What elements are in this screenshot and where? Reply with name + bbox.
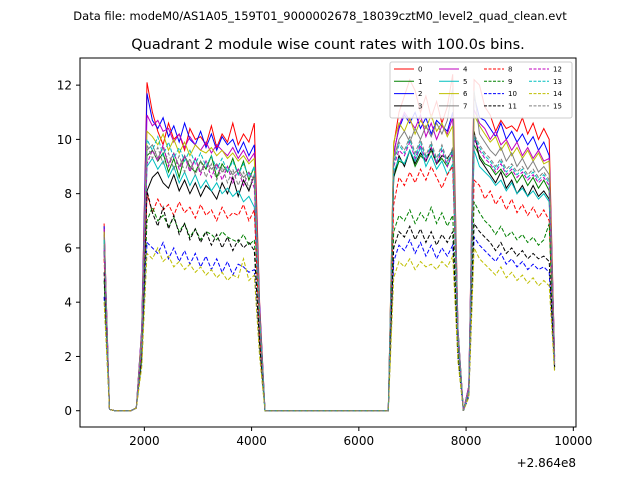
legend-label-11: 11	[508, 103, 517, 111]
legend-label-6: 6	[463, 90, 468, 98]
x-tick-label: 8000	[451, 434, 482, 448]
x-tick-label: 4000	[236, 434, 267, 448]
legend-label-9: 9	[508, 78, 512, 86]
legend-label-5: 5	[463, 78, 467, 86]
x-axis: 2000 4000 6000 8000 10000	[129, 427, 592, 448]
series-line-14	[103, 246, 556, 412]
series-layer	[103, 74, 556, 412]
y-tick-label: 6	[64, 241, 72, 255]
legend-label-13: 13	[553, 78, 562, 86]
series-line-8	[103, 164, 556, 412]
chart-title: Quadrant 2 module wise count rates with …	[131, 37, 525, 53]
figure-suptitle: Data file: modeM0/AS1A05_159T01_90000026…	[73, 9, 567, 23]
y-tick-label: 0	[64, 404, 72, 418]
x-tick-label: 10000	[554, 434, 592, 448]
series-line-10	[103, 235, 556, 412]
y-tick-label: 8	[64, 187, 72, 201]
legend-label-8: 8	[508, 66, 512, 74]
legend-label-7: 7	[463, 103, 467, 111]
legend-label-12: 12	[553, 66, 562, 74]
y-axis: 0 2 4 6 8 10 12	[57, 79, 80, 418]
legend-label-4: 4	[463, 66, 468, 74]
legend-box	[389, 61, 573, 119]
x-offset-label: +2.864e8	[517, 456, 576, 470]
x-tick-label: 6000	[344, 434, 375, 448]
legend-label-3: 3	[418, 103, 422, 111]
legend-label-1: 1	[418, 78, 422, 86]
series-line-15	[103, 133, 556, 412]
y-tick-label: 2	[64, 350, 72, 364]
y-tick-label: 4	[64, 296, 72, 310]
legend-label-10: 10	[508, 90, 517, 98]
legend-label-0: 0	[418, 66, 422, 74]
legend-label-2: 2	[418, 90, 422, 98]
y-tick-label: 10	[57, 133, 72, 147]
legend-label-14: 14	[553, 90, 562, 98]
plot-frame	[79, 57, 577, 428]
y-tick-label: 12	[57, 79, 72, 93]
x-tick-label: 2000	[129, 434, 160, 448]
legend-label-15: 15	[553, 103, 562, 111]
